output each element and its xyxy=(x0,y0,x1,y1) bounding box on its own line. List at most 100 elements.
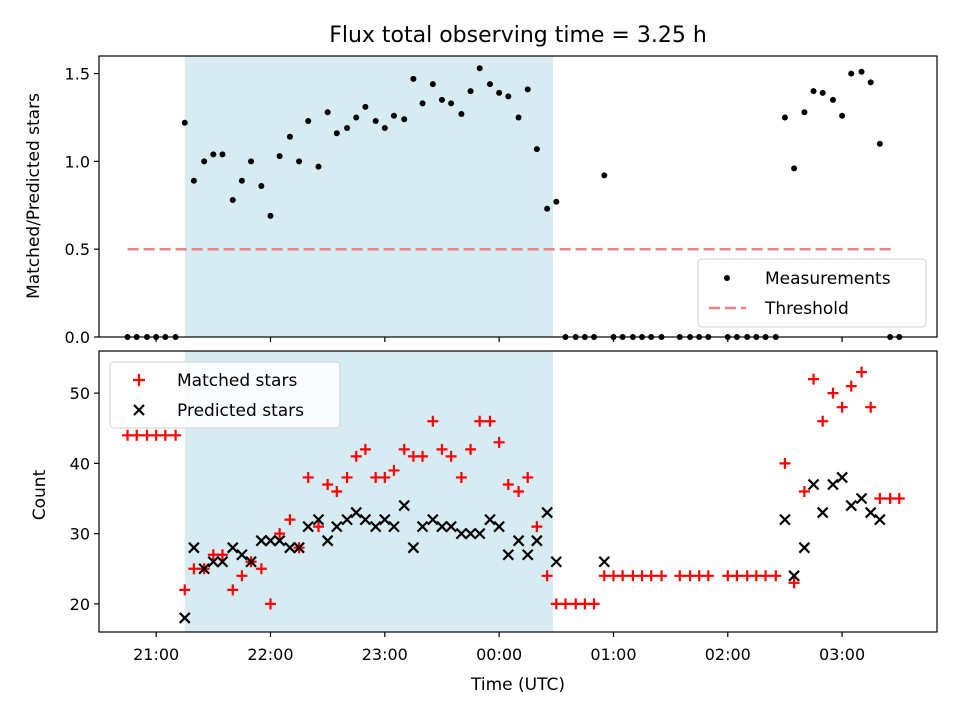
data-point xyxy=(807,478,820,491)
data-point xyxy=(131,429,143,441)
data-point xyxy=(226,541,239,554)
data-point xyxy=(207,555,220,568)
data-point xyxy=(515,114,522,121)
data-point xyxy=(893,493,905,505)
data-point xyxy=(274,528,286,540)
legend-label-measurements: Measurements xyxy=(765,269,891,289)
legend: Measurements Threshold xyxy=(697,258,927,328)
data-point xyxy=(331,520,343,533)
data-point xyxy=(350,450,362,462)
legend-marker-matched xyxy=(133,374,145,386)
x-tick-label: 23:00 xyxy=(362,645,408,664)
data-point xyxy=(401,116,408,123)
data-point xyxy=(779,513,791,526)
data-point xyxy=(210,151,217,158)
data-point xyxy=(791,165,798,172)
data-point xyxy=(874,513,886,526)
data-point xyxy=(436,520,448,533)
data-point xyxy=(541,506,553,519)
data-point xyxy=(867,79,874,86)
data-point xyxy=(322,478,334,490)
data-point xyxy=(817,415,829,427)
data-point xyxy=(417,450,429,462)
data-point xyxy=(533,146,540,153)
data-point xyxy=(522,471,534,483)
data-point xyxy=(476,65,483,72)
y-tick-label: 1.0 xyxy=(65,152,90,171)
data-point xyxy=(427,415,439,427)
x-tick-label: 02:00 xyxy=(705,645,751,664)
data-point xyxy=(379,513,391,526)
data-point xyxy=(531,521,543,533)
data-point xyxy=(227,584,239,596)
data-point xyxy=(544,205,551,212)
data-point xyxy=(845,380,857,392)
data-point xyxy=(467,88,474,95)
data-point xyxy=(655,570,667,582)
data-point xyxy=(344,125,351,132)
x-tick-label: 01:00 xyxy=(590,645,636,664)
y-tick-label: 30 xyxy=(70,525,90,544)
data-point xyxy=(874,493,886,505)
data-point xyxy=(455,527,468,540)
data-point xyxy=(341,471,353,483)
data-point xyxy=(827,387,839,399)
data-point xyxy=(248,158,255,165)
data-point xyxy=(390,112,397,119)
data-point xyxy=(255,563,267,575)
data-point xyxy=(810,88,817,95)
data-point xyxy=(255,534,268,547)
data-point xyxy=(216,555,229,568)
data-point xyxy=(770,570,782,582)
data-point xyxy=(779,457,791,469)
data-point xyxy=(781,114,788,121)
data-point xyxy=(502,548,515,561)
data-point xyxy=(588,598,600,610)
data-point xyxy=(419,100,426,107)
data-point xyxy=(598,555,611,568)
data-point xyxy=(159,429,171,441)
panel-count: 20 30 40 50 21:00 22:00 23:00 00:00 01:00 02:00 03… xyxy=(70,350,938,664)
data-point xyxy=(429,81,436,88)
data-point xyxy=(486,81,493,88)
data-point xyxy=(302,471,314,483)
data-point xyxy=(410,75,417,82)
data-point xyxy=(181,119,188,126)
data-point xyxy=(876,140,883,147)
data-point xyxy=(829,96,836,103)
data-point xyxy=(856,366,868,378)
data-point xyxy=(436,443,448,455)
data-point xyxy=(333,130,340,137)
x-tick-label: 21:00 xyxy=(133,645,179,664)
data-point xyxy=(464,527,477,540)
data-point xyxy=(372,117,379,124)
data-point xyxy=(445,450,457,462)
data-point xyxy=(458,110,465,117)
legend-box xyxy=(697,258,927,328)
y-tick-label: 20 xyxy=(70,595,90,614)
data-point xyxy=(521,548,534,561)
observing-window-shade xyxy=(184,56,553,337)
data-point xyxy=(293,541,305,554)
data-point xyxy=(858,68,865,75)
data-point xyxy=(484,513,496,526)
data-point xyxy=(505,93,512,100)
panel-ratio: 0.0 0.5 1.0 1.5 Measurements Threshold xyxy=(65,55,938,347)
data-point xyxy=(258,182,265,189)
data-point xyxy=(524,86,531,93)
data-point xyxy=(216,549,228,561)
y-tick-label: 0.0 xyxy=(65,328,90,347)
data-point xyxy=(324,109,331,116)
data-point xyxy=(407,541,420,554)
data-point xyxy=(178,612,191,624)
data-point xyxy=(484,415,496,427)
data-point xyxy=(474,415,486,427)
data-point xyxy=(388,520,400,533)
data-point xyxy=(798,541,811,554)
legend: Matched stars Predicted stars xyxy=(109,361,341,429)
data-point xyxy=(198,562,210,575)
data-point xyxy=(513,486,525,497)
data-point xyxy=(359,443,371,455)
